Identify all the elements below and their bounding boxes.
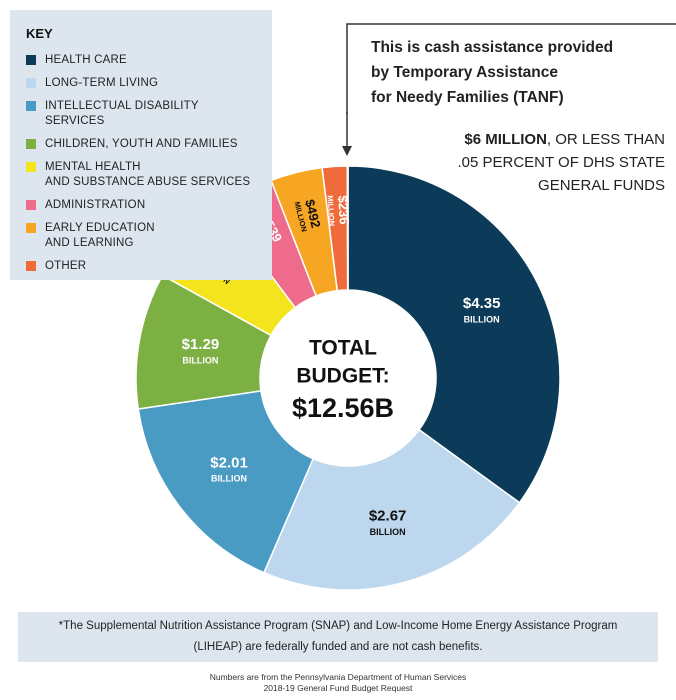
legend-label: LONG-TERM LIVING	[45, 77, 159, 89]
footnote-line: *The Supplemental Nutrition Assistance P…	[58, 620, 618, 632]
slice-label: $4.35 BILLION	[463, 295, 501, 324]
legend-item: ADMINISTRATION	[26, 198, 256, 213]
value-label: $1.29	[182, 336, 220, 353]
footnote-line: (LIHEAP) are federally funded and are no…	[193, 641, 483, 653]
legend-label: HEALTH CARE	[45, 54, 127, 66]
callout-border	[346, 23, 676, 114]
legend: KEY HEALTH CARE LONG-TERM LIVING INTELLECT…	[10, 10, 272, 280]
legend-swatch	[26, 200, 36, 210]
value-unit: BILLION	[182, 356, 218, 366]
legend-item: MENTAL HEALTH AND SUBSTANCE ABUSE SERVIC…	[26, 160, 256, 190]
legend-items: HEALTH CARE LONG-TERM LIVING INTELLECTUAL …	[26, 53, 256, 274]
value-label: $236	[335, 195, 352, 225]
callout-text: for Needy Families (TANF)	[371, 89, 564, 106]
slice-label: $1.29 BILLION	[182, 336, 220, 365]
legend-swatch	[26, 139, 36, 149]
source: Numbers are from the Pennsylvania Depart…	[0, 672, 676, 694]
legend-label: CHILDREN, YOUTH AND FAMILIES	[45, 138, 238, 150]
value-label: $4.35	[463, 295, 501, 312]
callout-note-text: , OR LESS THAN	[547, 131, 665, 148]
legend-item: LONG-TERM LIVING	[26, 76, 256, 91]
value-unit: BILLION	[211, 474, 247, 484]
value-label: $492	[302, 198, 324, 230]
slice-label: $2.01 BILLION	[210, 454, 248, 483]
callout-note: .05 PERCENT OF DHS STATE	[457, 154, 665, 171]
legend-title: KEY	[26, 26, 53, 41]
legend-swatch	[26, 223, 36, 233]
legend-swatch	[26, 162, 36, 172]
legend-item: OTHER	[26, 259, 256, 274]
legend-swatch	[26, 78, 36, 88]
legend-label: EARLY EDUCATION AND LEARNING	[45, 222, 155, 249]
center-text: BUDGET:	[296, 365, 389, 388]
callout-note: GENERAL FUNDS	[538, 177, 665, 194]
center-text: TOTAL	[309, 337, 377, 360]
donut-hole	[260, 290, 436, 466]
value-unit: BILLION	[370, 527, 406, 537]
value-unit: MILLION	[326, 195, 337, 226]
legend-label: ADMINISTRATION	[45, 199, 146, 211]
legend-swatch	[26, 55, 36, 65]
donut-slice	[137, 390, 315, 574]
value-label: $2.01	[210, 454, 248, 471]
donut-slice	[346, 165, 349, 291]
legend-item: INTELLECTUAL DISABILITY SERVICES	[26, 99, 256, 129]
legend-item: HEALTH CARE	[26, 53, 256, 68]
legend-item: CHILDREN, YOUTH AND FAMILIES	[26, 137, 256, 152]
legend-label: INTELLECTUAL DISABILITY SERVICES	[45, 100, 199, 127]
callout-text: by Temporary Assistance	[371, 64, 558, 81]
center-total: $12.56B	[292, 393, 394, 423]
source-line: 2018-19 General Fund Budget Request	[263, 683, 413, 693]
legend-swatch	[26, 261, 36, 271]
legend-swatch	[26, 101, 36, 111]
value-label: $2.67	[369, 508, 407, 525]
legend-label: OTHER	[45, 260, 87, 272]
callout-text: This is cash assistance provided	[371, 39, 613, 56]
slice-label: $2.67 BILLION	[369, 508, 407, 537]
value-unit: BILLION	[464, 314, 500, 324]
legend-item: EARLY EDUCATION AND LEARNING	[26, 221, 256, 251]
source-line: Numbers are from the Pennsylvania Depart…	[209, 672, 467, 682]
legend-label: MENTAL HEALTH AND SUBSTANCE ABUSE SERVIC…	[45, 161, 251, 188]
callout-note: $6 MILLION, OR LESS THAN	[464, 131, 665, 148]
callout-arrowhead	[342, 146, 352, 156]
callout-highlight: $6 MILLION	[464, 131, 547, 148]
footnote: *The Supplemental Nutrition Assistance P…	[18, 612, 658, 662]
